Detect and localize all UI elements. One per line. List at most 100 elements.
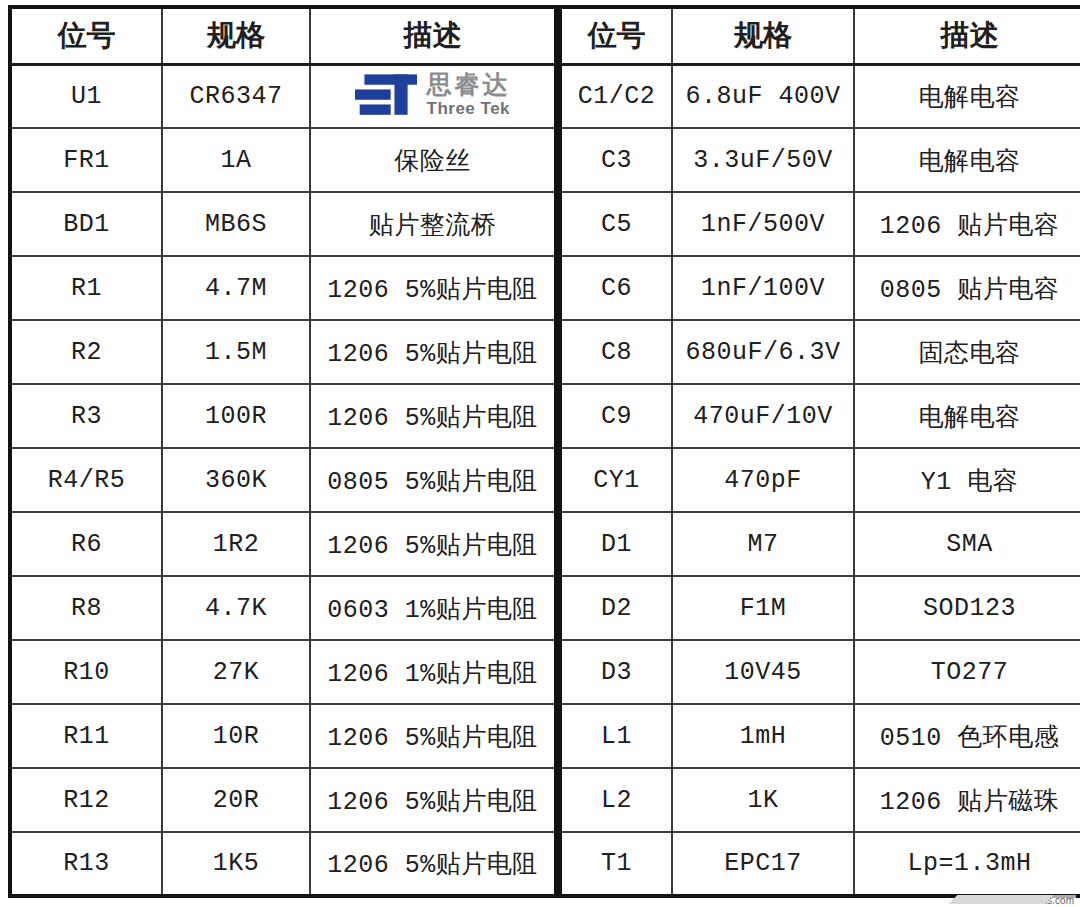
cell-description: 1206 5%贴片电阻 (310, 512, 556, 576)
bom-table-left: 位号 规格 描述 U1 CR6347 (8, 5, 558, 898)
cell-spec: 1nF/500V (672, 192, 854, 256)
table-row: R10 27K 1206 1%贴片电阻 (10, 640, 556, 704)
table-row: D3 10V45 TO277 (560, 640, 1080, 704)
cell-spec: 1K5 (162, 832, 310, 896)
cell-description: SMA (854, 512, 1080, 576)
cell-description: 0603 1%贴片电阻 (310, 576, 556, 640)
cell-spec: 680uF/6.3V (672, 320, 854, 384)
cell-designator: R4/R5 (10, 448, 162, 512)
cell-spec: 4.7M (162, 256, 310, 320)
watermark-ribbon-icon (949, 895, 1054, 904)
cell-designator: L2 (560, 768, 672, 832)
table-row: D2 F1M SOD123 (560, 576, 1080, 640)
table-row: R3 100R 1206 5%贴片电阻 (10, 384, 556, 448)
cell-spec: EPC17 (672, 832, 854, 896)
watermark: www.elecfans.com (953, 895, 1076, 906)
cell-description: 1206 5%贴片电阻 (310, 704, 556, 768)
table-row: R11 10R 1206 5%贴片电阻 (10, 704, 556, 768)
cell-designator: FR1 (10, 128, 162, 192)
cell-spec: 10R (162, 704, 310, 768)
table-row: C6 1nF/100V 0805 贴片电容 (560, 256, 1080, 320)
cell-description: 1206 1%贴片电阻 (310, 640, 556, 704)
cell-designator: R8 (10, 576, 162, 640)
table-row: C1/C2 6.8uF 400V 电解电容 (560, 64, 1080, 128)
table-row: C9 470uF/10V 电解电容 (560, 384, 1080, 448)
col-header-description: 描述 (310, 7, 556, 64)
cell-designator: D1 (560, 512, 672, 576)
cell-designator: R11 (10, 704, 162, 768)
cell-designator: T1 (560, 832, 672, 896)
table-row: R2 1.5M 1206 5%贴片电阻 (10, 320, 556, 384)
cell-spec: 6.8uF 400V (672, 64, 854, 128)
cell-spec: 3.3uF/50V (672, 128, 854, 192)
cell-designator: BD1 (10, 192, 162, 256)
cell-spec: 4.7K (162, 576, 310, 640)
cell-description: TO277 (854, 640, 1080, 704)
cell-spec: 1K (672, 768, 854, 832)
cell-spec: F1M (672, 576, 854, 640)
cell-description: 0805 贴片电容 (854, 256, 1080, 320)
cell-designator: R1 (10, 256, 162, 320)
threetek-logo-icon (355, 73, 417, 119)
cell-designator: L1 (560, 704, 672, 768)
cell-description: 1206 5%贴片电阻 (310, 256, 556, 320)
cell-designator: D2 (560, 576, 672, 640)
table-row: R4/R5 360K 0805 5%贴片电阻 (10, 448, 556, 512)
threetek-logo-text: 思睿达 Three Tek (427, 74, 511, 118)
header-row: 位号 规格 描述 (10, 7, 556, 64)
table-row: U1 CR6347 思睿达 Three T (10, 64, 556, 128)
cell-designator: C9 (560, 384, 672, 448)
cell-description: 贴片整流桥 (310, 192, 556, 256)
cell-designator: C1/C2 (560, 64, 672, 128)
cell-designator: R10 (10, 640, 162, 704)
table-row: D1 M7 SMA (560, 512, 1080, 576)
cell-description: 电解电容 (854, 128, 1080, 192)
table-row: CY1 470pF Y1 电容 (560, 448, 1080, 512)
cell-designator: R13 (10, 832, 162, 896)
cell-designator: R3 (10, 384, 162, 448)
cell-description: 电解电容 (854, 64, 1080, 128)
cell-description: 1206 贴片电容 (854, 192, 1080, 256)
col-header-spec: 规格 (162, 7, 310, 64)
cell-description: 思睿达 Three Tek (310, 64, 556, 128)
table-row: R8 4.7K 0603 1%贴片电阻 (10, 576, 556, 640)
cell-designator: C8 (560, 320, 672, 384)
cell-spec: 1.5M (162, 320, 310, 384)
cell-designator: R6 (10, 512, 162, 576)
cell-spec: 470pF (672, 448, 854, 512)
bom-sheet: 位号 规格 描述 U1 CR6347 (0, 0, 1080, 907)
cell-description: SOD123 (854, 576, 1080, 640)
cell-description: 固态电容 (854, 320, 1080, 384)
cell-designator: U1 (10, 64, 162, 128)
cell-description: 1206 5%贴片电阻 (310, 768, 556, 832)
cell-designator: D3 (560, 640, 672, 704)
table-row: FR1 1A 保险丝 (10, 128, 556, 192)
cell-description: 0805 5%贴片电阻 (310, 448, 556, 512)
table-row: R6 1R2 1206 5%贴片电阻 (10, 512, 556, 576)
cell-designator: C6 (560, 256, 672, 320)
cell-spec: 1A (162, 128, 310, 192)
cell-designator: CY1 (560, 448, 672, 512)
cell-designator: C3 (560, 128, 672, 192)
cell-spec: 20R (162, 768, 310, 832)
cell-spec: 1R2 (162, 512, 310, 576)
cell-spec: 10V45 (672, 640, 854, 704)
table-row: C5 1nF/500V 1206 贴片电容 (560, 192, 1080, 256)
table-row: BD1 MB6S 贴片整流桥 (10, 192, 556, 256)
cell-description: 电解电容 (854, 384, 1080, 448)
cell-spec: 1mH (672, 704, 854, 768)
table-row: L2 1K 1206 贴片磁珠 (560, 768, 1080, 832)
table-row: R13 1K5 1206 5%贴片电阻 (10, 832, 556, 896)
col-header-designator: 位号 (10, 7, 162, 64)
cell-description: 保险丝 (310, 128, 556, 192)
cell-spec: MB6S (162, 192, 310, 256)
threetek-logo: 思睿达 Three Tek (312, 73, 553, 119)
cell-description: Y1 电容 (854, 448, 1080, 512)
col-header-spec: 规格 (672, 7, 854, 64)
cell-spec: 100R (162, 384, 310, 448)
cell-spec: M7 (672, 512, 854, 576)
cell-description: 1206 5%贴片电阻 (310, 320, 556, 384)
cell-spec: 1nF/100V (672, 256, 854, 320)
table-row: T1 EPC17 Lp=1.3mH (560, 832, 1080, 896)
cell-spec: 360K (162, 448, 310, 512)
